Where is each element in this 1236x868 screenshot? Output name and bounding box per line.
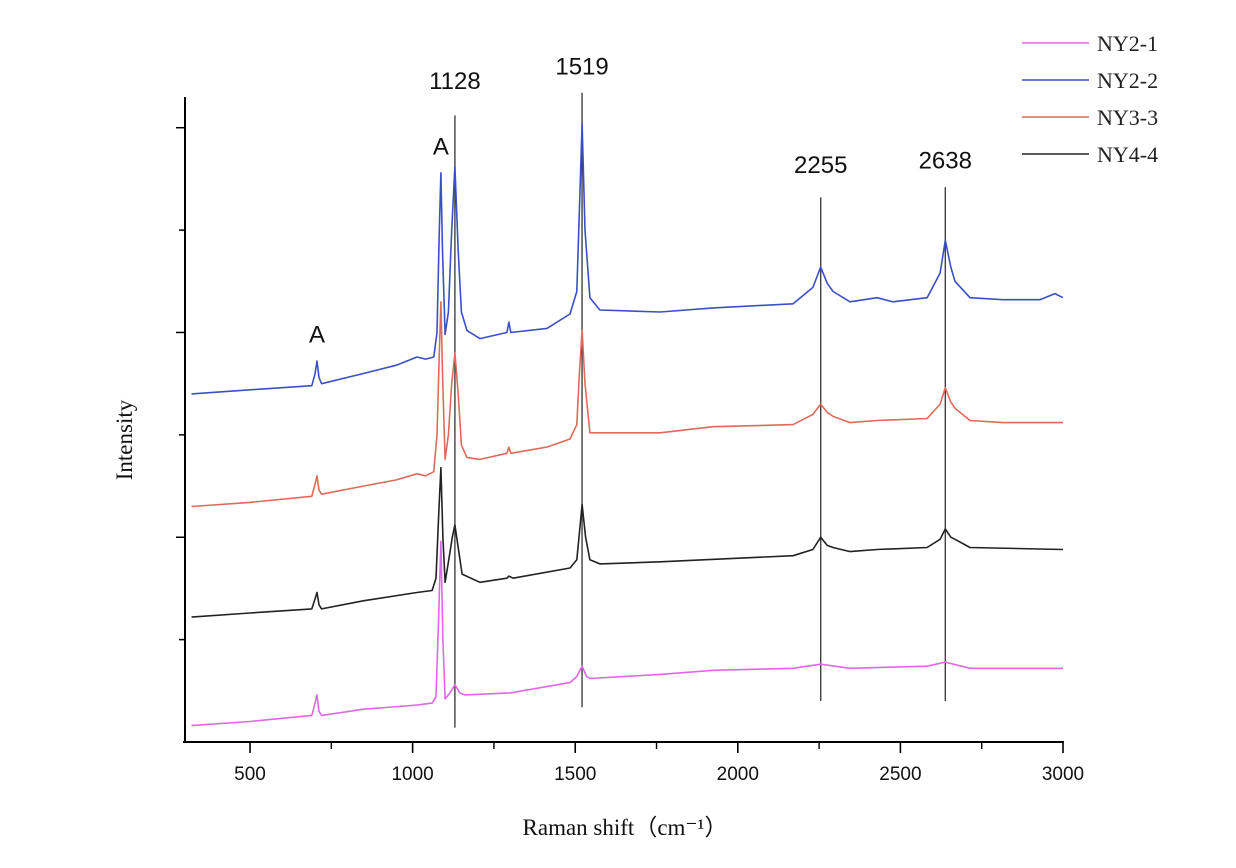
- series-line-ny4-4: [191, 466, 1064, 618]
- peak-label: 1519: [555, 53, 608, 80]
- x-tick-label: 3000: [1042, 764, 1084, 785]
- peak-annotations: A A 1128 1519 2255 2638: [309, 53, 972, 348]
- series-line-ny3-3: [191, 301, 1063, 508]
- y-axis-title: Intensity: [112, 399, 137, 480]
- series-lines: [191, 122, 1064, 727]
- x-tick-label: 1500: [554, 764, 596, 785]
- legend: NY2-1 NY2-2 NY3-3 NY4-4: [1022, 31, 1158, 167]
- legend-label: NY2-2: [1097, 68, 1158, 93]
- legend-label: NY3-3: [1097, 105, 1158, 130]
- peak-label: 2255: [794, 152, 847, 179]
- x-tick-label: 2000: [717, 764, 759, 785]
- x-tick-label: 2500: [879, 764, 921, 785]
- series-line-ny2-1: [191, 540, 1063, 727]
- reference-lines: [454, 92, 946, 728]
- peak-label: A: [309, 322, 325, 349]
- axes: 500 1000 1500 2000 2500 3000: [176, 97, 1084, 785]
- series-line-ny2-2: [191, 122, 1064, 395]
- x-tick-label: 500: [234, 764, 266, 785]
- peak-label: 2638: [919, 148, 972, 175]
- x-tick-label: 1000: [391, 764, 433, 785]
- x-axis-title: Raman shift（cm⁻¹）: [523, 815, 728, 840]
- peak-label: A: [433, 133, 449, 160]
- legend-label: NY4-4: [1097, 142, 1158, 167]
- legend-label: NY2-1: [1097, 31, 1158, 56]
- peak-label: 1128: [429, 68, 481, 95]
